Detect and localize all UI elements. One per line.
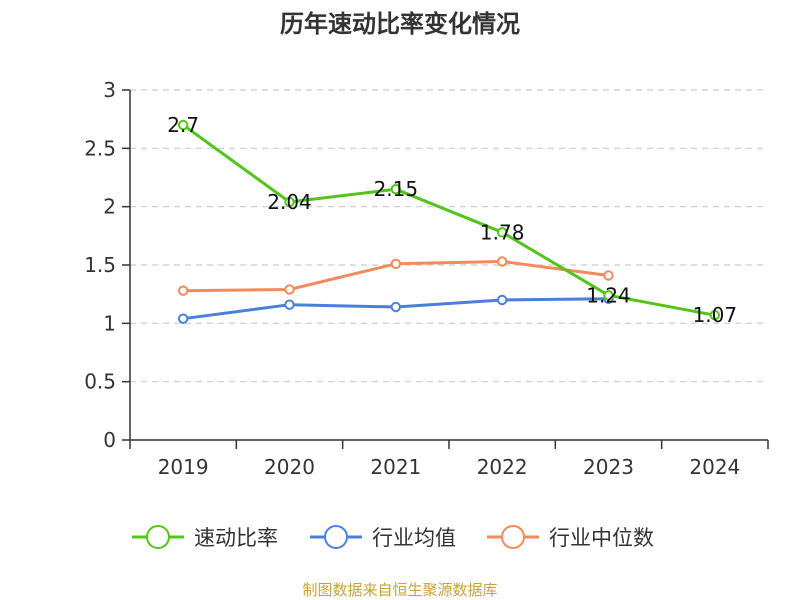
legend-marker (146, 525, 170, 549)
chart-title: 历年速动比率变化情况 (280, 10, 520, 38)
legend-label: 行业均值 (372, 526, 456, 550)
source-note: 制图数据来自恒生聚源数据库 (302, 581, 497, 599)
data-point (603, 290, 614, 301)
legend-item: 行业中位数 (487, 525, 654, 550)
legend-label: 速动比率 (194, 526, 278, 550)
series-line-0 (181, 123, 717, 317)
legend: 速动比率 行业均值 行业中位数 (132, 525, 654, 550)
data-point (390, 183, 402, 195)
x-tick-label: 2021 (370, 455, 421, 479)
data-label: 1.78 (480, 220, 525, 244)
y-tick-label: 2.5 (84, 136, 116, 160)
legend-marker (324, 525, 348, 549)
data-point (177, 313, 189, 324)
data-point (284, 196, 295, 208)
legend-item: 速动比率 (132, 525, 278, 550)
y-tick-label: 3 (103, 78, 116, 102)
data-point (603, 270, 614, 281)
data-labels: 2.7 2.04 2.15 1.78 1.24 1.07 (167, 113, 737, 327)
data-point (709, 309, 721, 321)
data-point (284, 284, 295, 295)
grid (130, 89, 768, 383)
axes: 0 0.5 1 1.5 2 2.5 3 2019 2020 2021 2022 2023 2024 (84, 78, 769, 479)
x-tick-label: 2020 (264, 455, 315, 479)
data-point (496, 256, 508, 267)
data-point (390, 301, 402, 313)
data-point (496, 294, 508, 306)
y-tick-label: 0 (103, 428, 116, 452)
data-point (177, 285, 189, 296)
y-tick-label: 2 (103, 195, 116, 219)
legend-item: 行业均值 (310, 525, 456, 550)
series-layer (177, 119, 721, 324)
data-label: 1.07 (693, 303, 738, 327)
legend-marker (501, 525, 525, 549)
y-tick-label: 1 (103, 311, 116, 335)
x-tick-label: 2022 (477, 455, 528, 479)
data-label: 2.15 (374, 177, 419, 201)
legend-label: 行业中位数 (549, 526, 654, 550)
x-tick-label: 2019 (158, 455, 209, 479)
data-point (496, 227, 508, 238)
data-point (390, 258, 402, 270)
y-tick-label: 0.5 (84, 370, 116, 394)
data-label: 2.7 (167, 113, 199, 137)
data-point (284, 299, 295, 310)
x-tick-label: 2023 (583, 455, 634, 479)
y-tick-label: 1.5 (84, 253, 116, 277)
data-point (177, 119, 189, 131)
data-label: 2.04 (267, 190, 312, 214)
data-label: 1.24 (586, 283, 631, 307)
x-tick-label: 2024 (689, 455, 740, 479)
